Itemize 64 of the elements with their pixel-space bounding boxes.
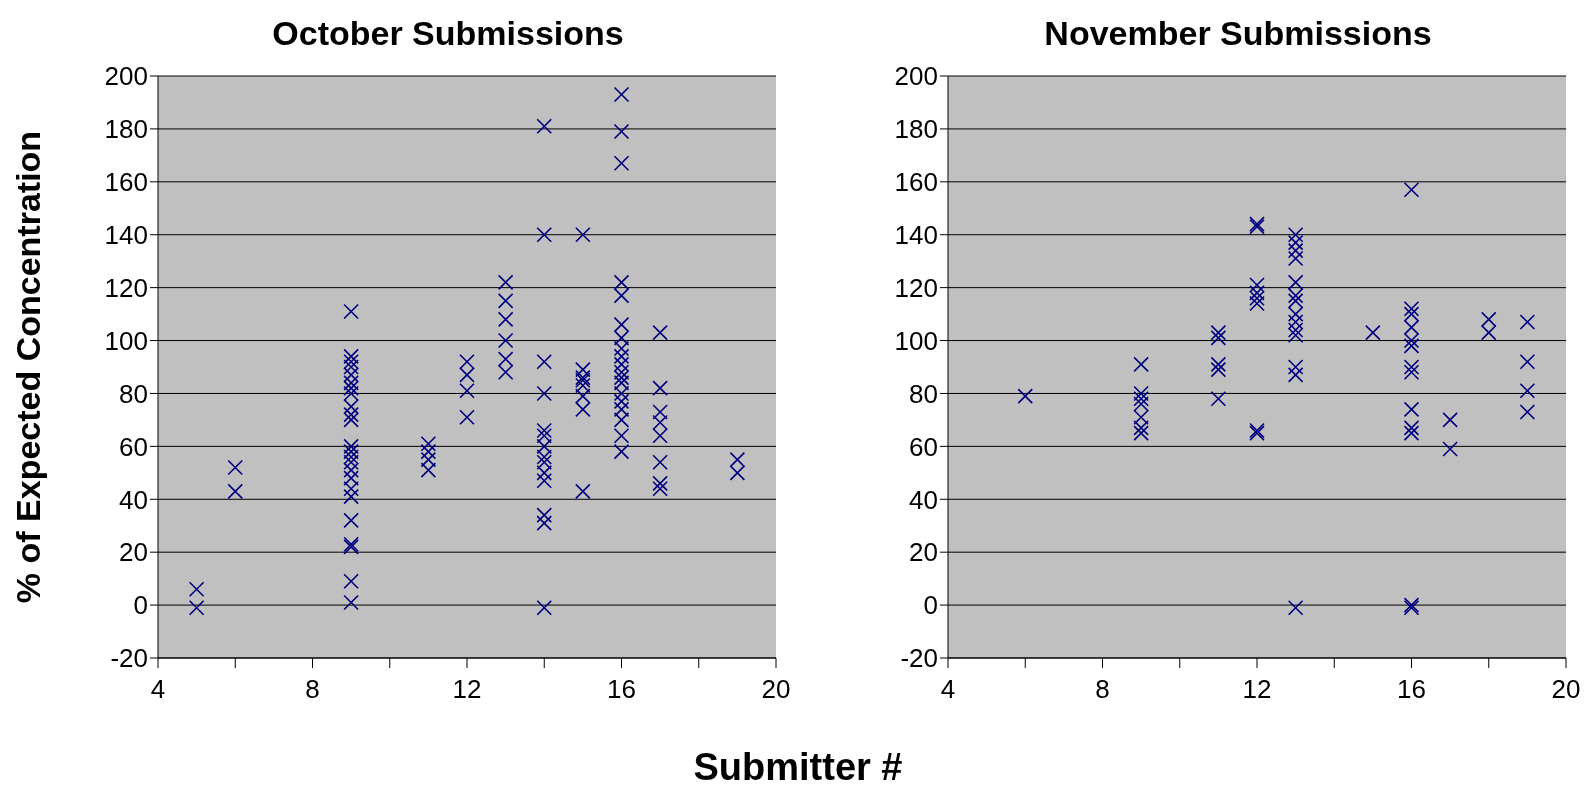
x-tick-label: 20 xyxy=(1551,674,1581,705)
y-tick-label: 140 xyxy=(104,219,148,250)
point xyxy=(1519,314,1536,330)
point xyxy=(1403,425,1420,441)
point xyxy=(1519,383,1536,399)
point xyxy=(1210,356,1227,373)
point xyxy=(1133,390,1149,407)
x-tick-label: 8 xyxy=(305,674,320,705)
point xyxy=(1403,401,1420,418)
y-tick-label: 20 xyxy=(119,537,148,568)
y-tick-label: 40 xyxy=(119,484,148,515)
y-tick-label: 60 xyxy=(119,431,148,462)
point xyxy=(1210,390,1227,407)
point xyxy=(1442,412,1458,428)
y-tick-label: 100 xyxy=(104,325,148,356)
y-tick-label: 40 xyxy=(909,484,938,515)
y-tick-label: 20 xyxy=(909,537,938,568)
y-tick-label: -20 xyxy=(110,643,148,674)
x-tick-label: 4 xyxy=(150,674,166,705)
x-tick-label: 20 xyxy=(761,674,791,705)
y-axis-title: % of Expected Concentration xyxy=(9,130,48,604)
point xyxy=(1365,324,1381,341)
point xyxy=(1403,181,1420,198)
y-tick-label: 160 xyxy=(894,167,938,198)
point xyxy=(1442,441,1458,457)
chart-title: November Submissions xyxy=(1043,14,1433,53)
y-tick-label: 200 xyxy=(894,61,938,92)
y-tick-label: 160 xyxy=(104,167,148,198)
x-axis-title: Submitter # xyxy=(692,746,904,789)
point xyxy=(1403,338,1420,354)
point xyxy=(1017,388,1034,404)
point xyxy=(1133,356,1149,373)
x-tick-label: 4 xyxy=(940,674,956,705)
point xyxy=(1210,361,1227,378)
x-tick-label: 16 xyxy=(1397,674,1426,705)
y-tick-label: 180 xyxy=(104,114,148,145)
chart-title: October Submissions xyxy=(271,14,625,53)
x-tick-label: 12 xyxy=(452,674,482,705)
y-tick-label: 80 xyxy=(909,378,938,409)
point xyxy=(1403,359,1420,375)
y-tick-label: 140 xyxy=(894,219,938,250)
point xyxy=(1210,330,1227,346)
point xyxy=(1403,364,1420,381)
x-tick-label: 12 xyxy=(1242,674,1272,705)
point xyxy=(1287,599,1304,616)
point xyxy=(1210,324,1227,341)
x-tick-label: 16 xyxy=(607,674,636,705)
y-tick-label: 200 xyxy=(104,61,148,92)
y-tick-label: 120 xyxy=(894,272,938,303)
y-tick-label: 120 xyxy=(104,272,148,303)
y-tick-label: -20 xyxy=(900,643,938,674)
y-tick-label: 180 xyxy=(894,114,938,145)
y-tick-label: 60 xyxy=(909,431,938,462)
point xyxy=(1287,359,1304,375)
x-tick-label: 8 xyxy=(1095,674,1110,705)
point xyxy=(1403,301,1420,317)
y-tick-label: 0 xyxy=(923,590,938,621)
point xyxy=(1519,404,1536,420)
point xyxy=(1403,420,1420,436)
point xyxy=(1287,367,1304,383)
y-tick-label: 100 xyxy=(894,325,938,356)
point xyxy=(1519,353,1536,370)
y-tick-label: 80 xyxy=(119,378,148,409)
y-tick-label: 0 xyxy=(133,590,148,621)
